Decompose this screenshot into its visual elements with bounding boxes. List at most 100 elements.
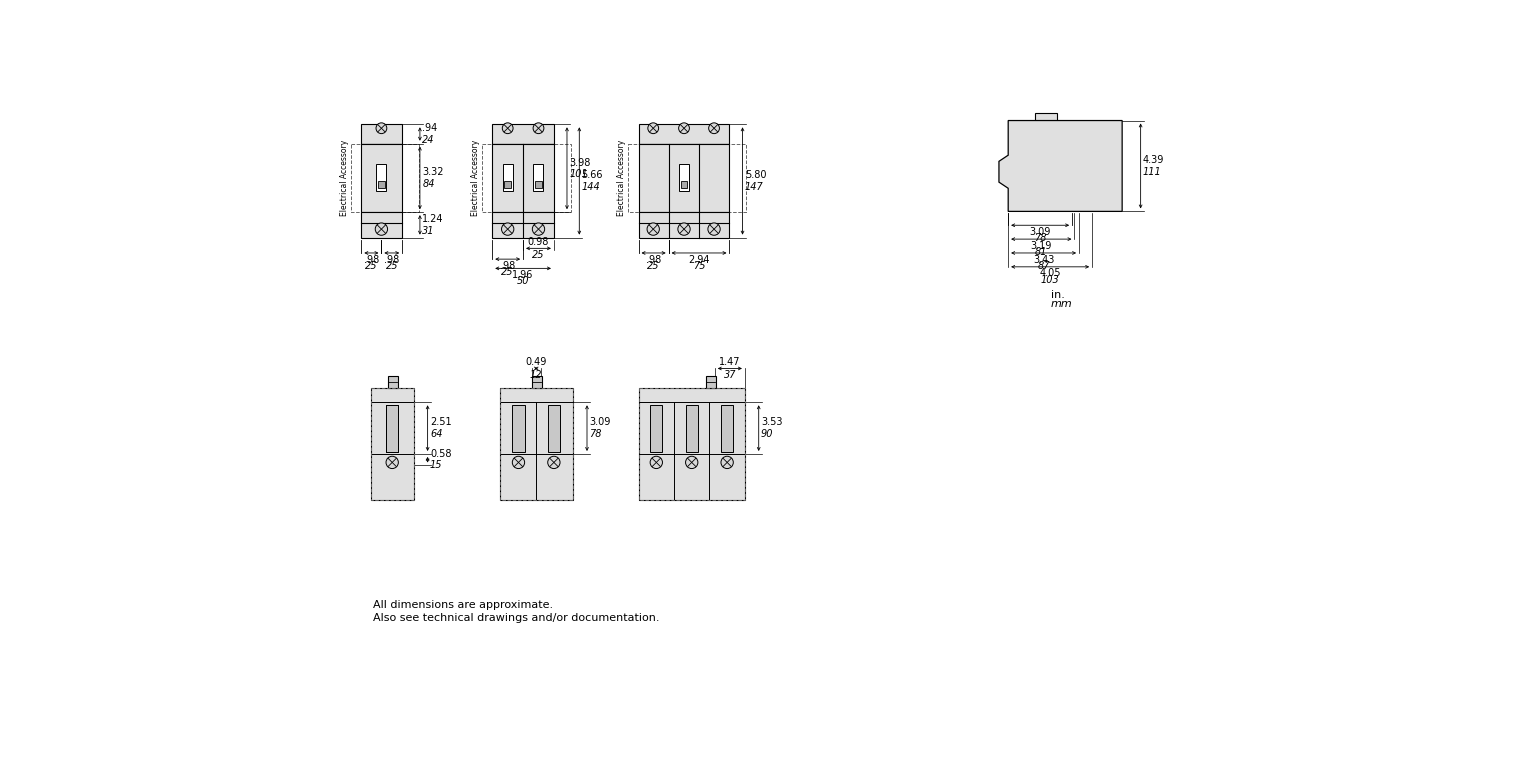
Text: 1.47: 1.47 — [719, 357, 740, 367]
Text: 3.53: 3.53 — [760, 417, 782, 427]
Circle shape — [708, 223, 720, 235]
Text: Also see technical drawings and/or documentation.: Also see technical drawings and/or docum… — [373, 613, 659, 623]
Text: 25: 25 — [647, 261, 660, 271]
Text: 3.98: 3.98 — [570, 157, 591, 167]
Bar — [387, 376, 398, 389]
Circle shape — [502, 123, 513, 133]
Text: 25: 25 — [366, 261, 378, 271]
Text: 103: 103 — [1041, 275, 1060, 285]
Bar — [361, 212, 402, 238]
Text: 25: 25 — [386, 261, 398, 271]
Text: 12: 12 — [530, 370, 542, 380]
Text: 15: 15 — [430, 460, 442, 470]
Bar — [639, 389, 745, 500]
Circle shape — [679, 123, 690, 133]
Text: 0.49: 0.49 — [525, 357, 547, 367]
Bar — [679, 164, 690, 191]
Text: 24: 24 — [422, 135, 435, 145]
Text: 78: 78 — [590, 429, 602, 439]
Bar — [386, 405, 398, 452]
Text: 5.66: 5.66 — [582, 170, 604, 180]
Bar — [628, 143, 746, 212]
Circle shape — [513, 456, 525, 469]
Text: 37: 37 — [723, 370, 736, 380]
Text: 25: 25 — [501, 267, 515, 277]
Text: Electrical Accessory: Electrical Accessory — [617, 140, 627, 216]
Text: 84: 84 — [422, 179, 435, 189]
Text: 50: 50 — [516, 276, 530, 286]
Bar — [372, 389, 413, 500]
Text: 87: 87 — [1037, 261, 1051, 271]
Bar — [378, 181, 386, 188]
Text: 78: 78 — [1034, 233, 1046, 243]
Bar — [639, 124, 730, 143]
Text: 3.43: 3.43 — [1032, 255, 1054, 265]
Text: All dimensions are approximate.: All dimensions are approximate. — [373, 601, 553, 611]
Bar — [501, 389, 573, 500]
Bar — [720, 405, 733, 452]
Bar — [639, 389, 745, 500]
Circle shape — [648, 123, 659, 133]
Text: 3.09: 3.09 — [590, 417, 611, 427]
Text: .98: .98 — [647, 255, 660, 265]
Circle shape — [376, 123, 387, 133]
Text: 144: 144 — [582, 182, 601, 192]
Bar — [513, 405, 525, 452]
Text: 31: 31 — [422, 225, 435, 235]
Text: 3.09: 3.09 — [1029, 227, 1051, 237]
Bar — [705, 376, 716, 389]
Bar — [531, 376, 542, 389]
Bar — [376, 164, 387, 191]
Circle shape — [386, 456, 398, 469]
Text: 3.19: 3.19 — [1031, 241, 1052, 251]
Text: 101: 101 — [570, 169, 588, 179]
Text: 64: 64 — [430, 429, 442, 439]
Bar — [493, 143, 554, 212]
Text: Electrical Accessory: Electrical Accessory — [472, 140, 479, 216]
Text: in.: in. — [1051, 290, 1064, 300]
Bar — [504, 181, 511, 188]
Circle shape — [647, 223, 659, 235]
Polygon shape — [998, 120, 1123, 212]
Circle shape — [720, 456, 733, 469]
Circle shape — [502, 223, 515, 235]
Circle shape — [375, 223, 387, 235]
Bar — [501, 389, 573, 500]
Bar — [493, 124, 554, 143]
Bar — [361, 124, 402, 143]
Text: 81: 81 — [1035, 247, 1048, 257]
Text: mm: mm — [1051, 299, 1072, 309]
Text: 2.94: 2.94 — [688, 255, 710, 265]
Bar — [680, 181, 688, 188]
Text: .98: .98 — [501, 261, 515, 271]
Text: .98: .98 — [384, 255, 399, 265]
Circle shape — [533, 223, 545, 235]
Bar — [361, 143, 402, 212]
Bar — [350, 143, 419, 212]
Bar — [1035, 113, 1057, 120]
Bar — [386, 405, 398, 452]
Bar — [685, 405, 697, 452]
Circle shape — [708, 123, 719, 133]
Text: 0.98: 0.98 — [528, 237, 550, 247]
Circle shape — [685, 456, 697, 469]
Text: 4.39: 4.39 — [1143, 155, 1164, 165]
Text: 5.80: 5.80 — [745, 170, 766, 180]
Bar — [502, 164, 513, 191]
Circle shape — [548, 456, 561, 469]
Bar — [535, 181, 542, 188]
Text: 4.05: 4.05 — [1040, 268, 1061, 278]
Circle shape — [677, 223, 690, 235]
Text: 1.24: 1.24 — [422, 214, 444, 224]
Text: 111: 111 — [1143, 166, 1161, 176]
Text: 90: 90 — [760, 429, 774, 439]
Text: Electrical Accessory: Electrical Accessory — [339, 140, 349, 216]
Text: 147: 147 — [745, 182, 763, 192]
Bar — [481, 143, 571, 212]
Text: 1.96: 1.96 — [513, 270, 535, 280]
Text: 2.51: 2.51 — [430, 417, 452, 427]
Bar — [639, 212, 730, 238]
Text: 0.58: 0.58 — [430, 449, 452, 459]
Bar — [372, 389, 413, 500]
Text: .94: .94 — [422, 123, 438, 133]
